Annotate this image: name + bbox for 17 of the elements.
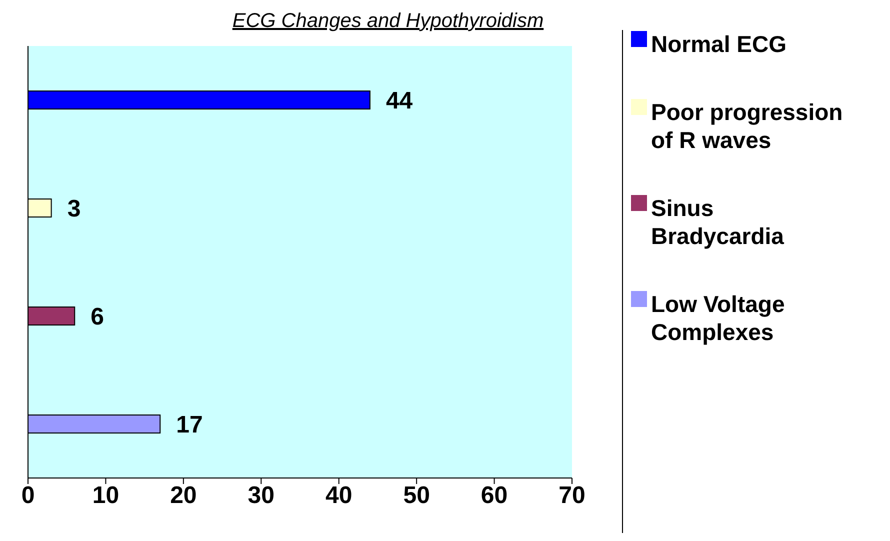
x-tick-label: 0 xyxy=(21,482,35,510)
x-tick-label: 50 xyxy=(403,482,430,510)
x-tick-label: 20 xyxy=(170,482,197,510)
legend-label: Poor progression of R waves xyxy=(651,98,844,154)
x-tick-label: 10 xyxy=(92,482,120,510)
data-label: 3 xyxy=(67,196,81,223)
legend-label: Low Voltage Complexes xyxy=(651,290,786,346)
data-label: 17 xyxy=(176,412,203,439)
x-tick-label: 70 xyxy=(558,482,586,510)
legend-label: Normal ECG xyxy=(651,30,788,58)
data-label: 44 xyxy=(386,88,414,115)
x-tick-label: 40 xyxy=(326,482,352,510)
x-tick-label: 60 xyxy=(480,482,508,510)
legend-label: Sinus Bradycardia xyxy=(651,194,785,250)
chart-title: ECG Changes and Hypothyroidism xyxy=(231,10,545,33)
x-tick-label: 30 xyxy=(248,482,274,510)
data-label: 6 xyxy=(90,304,104,331)
